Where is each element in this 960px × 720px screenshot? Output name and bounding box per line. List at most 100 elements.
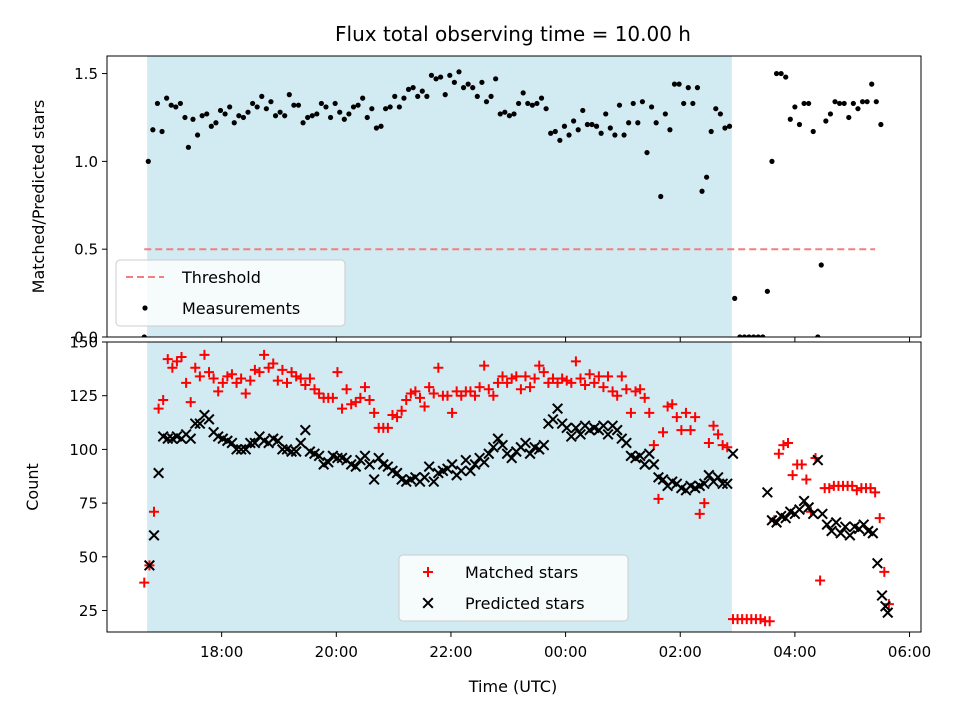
data-point — [263, 106, 269, 112]
data-point — [419, 471, 431, 483]
data-point — [217, 107, 224, 114]
data-point — [607, 125, 613, 131]
data-point — [783, 74, 789, 80]
data-point — [703, 437, 714, 448]
data-point — [717, 440, 728, 451]
data-point — [455, 465, 467, 477]
data-point — [671, 81, 678, 87]
data-point — [392, 412, 403, 423]
data-point — [529, 102, 535, 108]
data-point — [281, 377, 292, 388]
data-point — [755, 614, 766, 625]
data-point — [792, 104, 798, 110]
data-point — [314, 111, 320, 117]
data-point — [634, 450, 646, 462]
data-point — [751, 334, 757, 337]
data-point — [612, 390, 623, 401]
data-point — [644, 407, 655, 418]
data-point — [185, 144, 191, 150]
data-point — [506, 452, 518, 464]
data-point — [515, 384, 526, 395]
data-point — [737, 334, 743, 337]
data-point — [658, 193, 664, 200]
data-point — [639, 392, 650, 403]
data-point — [487, 441, 499, 453]
data-point — [159, 128, 165, 135]
data-point — [778, 440, 789, 451]
data-point — [149, 506, 160, 517]
data-point — [158, 395, 169, 405]
data-point — [364, 114, 370, 121]
data-point — [722, 125, 728, 131]
data-point — [368, 473, 380, 485]
data-point — [391, 467, 403, 479]
data-point — [773, 70, 780, 77]
data-point — [557, 137, 563, 143]
data-point — [222, 371, 233, 382]
data-point — [259, 349, 270, 360]
data-point — [382, 106, 389, 112]
data-point — [787, 116, 793, 122]
data-point — [864, 99, 870, 105]
data-point — [760, 334, 766, 337]
data-point — [773, 448, 784, 459]
y-axis-label: Matched/Predicted stars — [29, 100, 48, 294]
data-point — [254, 104, 260, 110]
data-point — [245, 375, 256, 386]
legend-label-measurements: Measurements — [182, 299, 300, 318]
legend: Matched stars Predicted stars — [398, 554, 629, 622]
data-point — [796, 459, 807, 470]
data-point — [810, 128, 816, 135]
data-point — [653, 493, 664, 504]
data-point — [732, 295, 738, 301]
data-point — [827, 111, 834, 117]
data-point — [680, 407, 691, 418]
data-point — [717, 478, 729, 490]
data-point — [708, 420, 719, 431]
data-point — [483, 99, 490, 105]
data-point — [830, 516, 842, 528]
data-point — [240, 114, 247, 121]
data-point — [492, 433, 504, 445]
data-point — [313, 450, 325, 462]
data-point — [331, 452, 343, 464]
data-point — [515, 100, 522, 107]
data-point — [818, 262, 824, 268]
data-point — [676, 81, 682, 87]
data-point — [699, 498, 710, 509]
data-point — [538, 367, 549, 378]
data-point — [176, 352, 187, 363]
data-point — [598, 382, 609, 393]
data-point — [621, 132, 627, 138]
data-point — [580, 379, 591, 390]
data-point — [474, 382, 485, 393]
data-point — [488, 390, 499, 401]
data-point — [405, 86, 412, 92]
data-point — [525, 382, 536, 393]
data-point — [685, 425, 696, 436]
bottom-panel: 25 50 75 100 125 150 18:00 20:00 22:00 00:00 02:00… — [23, 334, 931, 662]
data-point — [584, 121, 590, 128]
data-point — [685, 85, 691, 91]
data-point — [824, 483, 835, 494]
data-point — [662, 401, 673, 412]
data-point — [286, 92, 292, 98]
data-point — [620, 437, 632, 449]
data-point — [529, 373, 540, 384]
data-point — [419, 88, 425, 94]
data-point — [401, 95, 407, 101]
x-tick-label: 22:00 — [429, 643, 472, 661]
data-point — [841, 100, 847, 107]
data-point — [722, 442, 733, 453]
data-point — [566, 377, 577, 388]
data-point — [787, 470, 798, 481]
data-point — [561, 123, 568, 129]
data-point — [616, 102, 623, 108]
data-point — [635, 120, 641, 126]
top-panel: 0.0 0.5 1.0 1.5 Matched/Predicted stars Thres… — [29, 55, 922, 347]
data-point — [538, 95, 545, 101]
data-point — [801, 474, 812, 485]
data-point — [708, 128, 714, 135]
data-point — [277, 109, 283, 115]
data-point — [876, 589, 888, 601]
